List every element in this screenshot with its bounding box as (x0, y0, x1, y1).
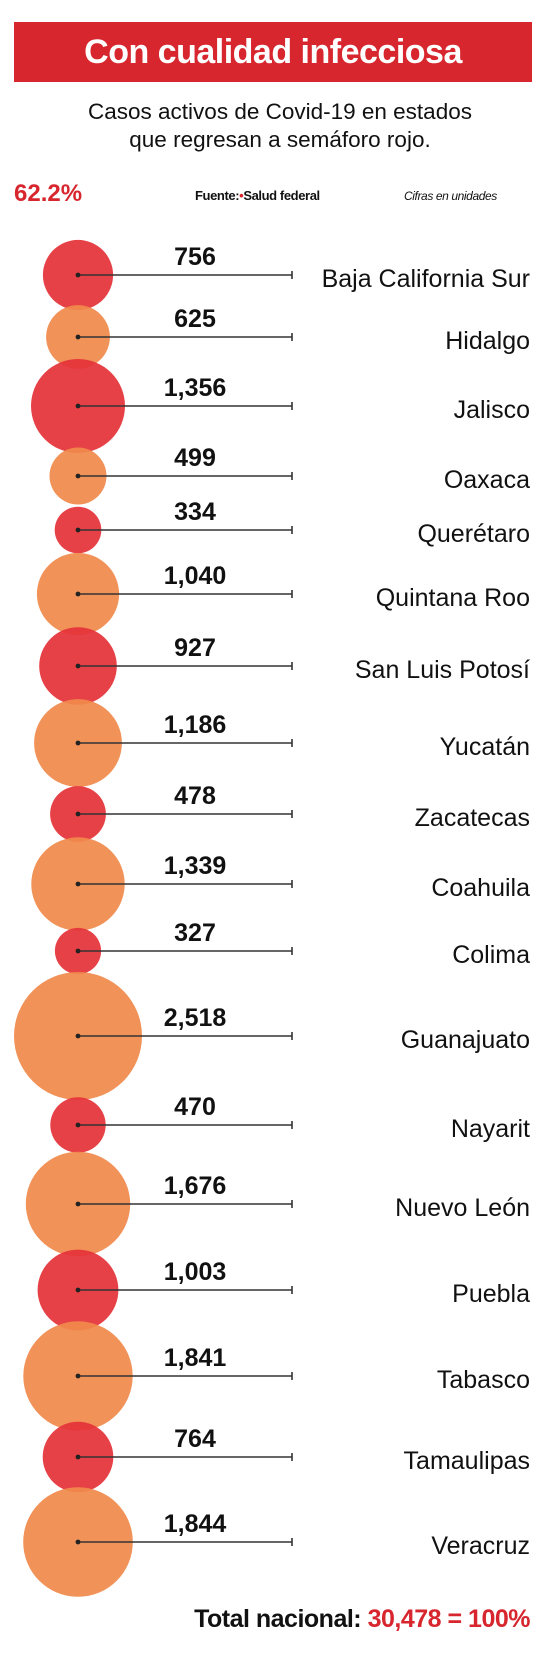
state-label-tamaulipas: Tamaulipas (404, 1447, 530, 1475)
leader-dot-nuevo-leon (75, 1201, 81, 1207)
chart-title: Con cualidad infecciosa (14, 22, 532, 82)
state-label-coahuila: Coahuila (431, 874, 530, 902)
state-label-oaxaca: Oaxaca (444, 466, 530, 494)
total-label: Total nacional: (194, 1605, 362, 1633)
state-label-nayarit: Nayarit (451, 1115, 530, 1143)
subtitle-line-2: que regresan a semáforo rojo. (129, 127, 431, 152)
leader-dot-tabasco (75, 1373, 81, 1379)
state-label-puebla: Puebla (452, 1280, 530, 1308)
value-label-oaxaca: 499 (174, 444, 216, 472)
value-label-baja-california-sur: 756 (174, 243, 216, 271)
value-label-tabasco: 1,841 (164, 1344, 227, 1372)
leader-dot-guanajuato (75, 1033, 81, 1039)
state-label-zacatecas: Zacatecas (415, 804, 530, 832)
source-name: Salud federal (243, 188, 320, 203)
state-label-jalisco: Jalisco (454, 396, 530, 424)
source-label: Fuente: (195, 188, 240, 203)
state-label-baja-california-sur: Baja California Sur (322, 265, 530, 293)
value-label-guanajuato: 2,518 (164, 1004, 227, 1032)
value-label-san-luis-potosi: 927 (174, 634, 216, 662)
leader-dot-puebla (75, 1287, 81, 1293)
leader-dot-quintana-roo (75, 591, 81, 597)
state-label-colima: Colima (452, 941, 530, 969)
units-note: Cifras en unidades (404, 189, 497, 203)
state-label-yucatan: Yucatán (440, 733, 530, 761)
subtitle-line-1: Casos activos de Covid-19 en estados (88, 99, 472, 124)
value-label-tamaulipas: 764 (174, 1425, 216, 1453)
state-label-san-luis-potosi: San Luis Potosí (355, 656, 530, 684)
value-label-nuevo-leon: 1,676 (164, 1172, 227, 1200)
state-label-veracruz: Veracruz (431, 1532, 530, 1560)
leader-dot-colima (75, 948, 81, 954)
leader-dot-yucatan (75, 740, 81, 746)
value-label-veracruz: 1,844 (164, 1510, 227, 1538)
percentage-label: 62.2% (14, 180, 83, 207)
leader-dot-veracruz (75, 1539, 81, 1545)
leader-dot-jalisco (75, 403, 81, 409)
state-label-tabasco: Tabasco (437, 1366, 530, 1394)
leader-dot-coahuila (75, 881, 81, 887)
leader-dot-san-luis-potosi (75, 663, 81, 669)
leader-dot-baja-california-sur (75, 272, 81, 278)
leader-dot-nayarit (75, 1122, 81, 1128)
value-label-puebla: 1,003 (164, 1258, 227, 1286)
leader-dot-queretaro (75, 527, 81, 533)
total-value: 30,478 = 100% (367, 1605, 531, 1633)
value-label-nayarit: 470 (174, 1093, 216, 1121)
state-label-hidalgo: Hidalgo (445, 327, 530, 355)
leader-dot-zacatecas (75, 811, 81, 817)
value-label-colima: 327 (174, 919, 216, 947)
leader-dot-hidalgo (75, 334, 81, 340)
source-dot: • (239, 188, 244, 203)
value-label-zacatecas: 478 (174, 782, 216, 810)
chart-subtitle: Casos activos de Covid-19 en estados que… (20, 98, 540, 154)
value-label-yucatan: 1,186 (164, 711, 227, 739)
value-label-queretaro: 334 (174, 498, 216, 526)
state-label-queretaro: Querétaro (417, 520, 530, 548)
total-nacional: Total nacional: 30,478 = 100% (194, 1605, 530, 1634)
leader-dot-tamaulipas (75, 1454, 81, 1460)
value-label-coahuila: 1,339 (164, 852, 227, 880)
leader-dot-oaxaca (75, 473, 81, 479)
value-label-hidalgo: 625 (174, 305, 216, 333)
value-label-jalisco: 1,356 (164, 374, 227, 402)
state-label-guanajuato: Guanajuato (401, 1026, 530, 1054)
source-note: Fuente:•Salud federal (195, 188, 320, 203)
state-label-nuevo-leon: Nuevo León (395, 1194, 530, 1222)
state-label-quintana-roo: Quintana Roo (376, 584, 530, 612)
value-label-quintana-roo: 1,040 (164, 562, 227, 590)
